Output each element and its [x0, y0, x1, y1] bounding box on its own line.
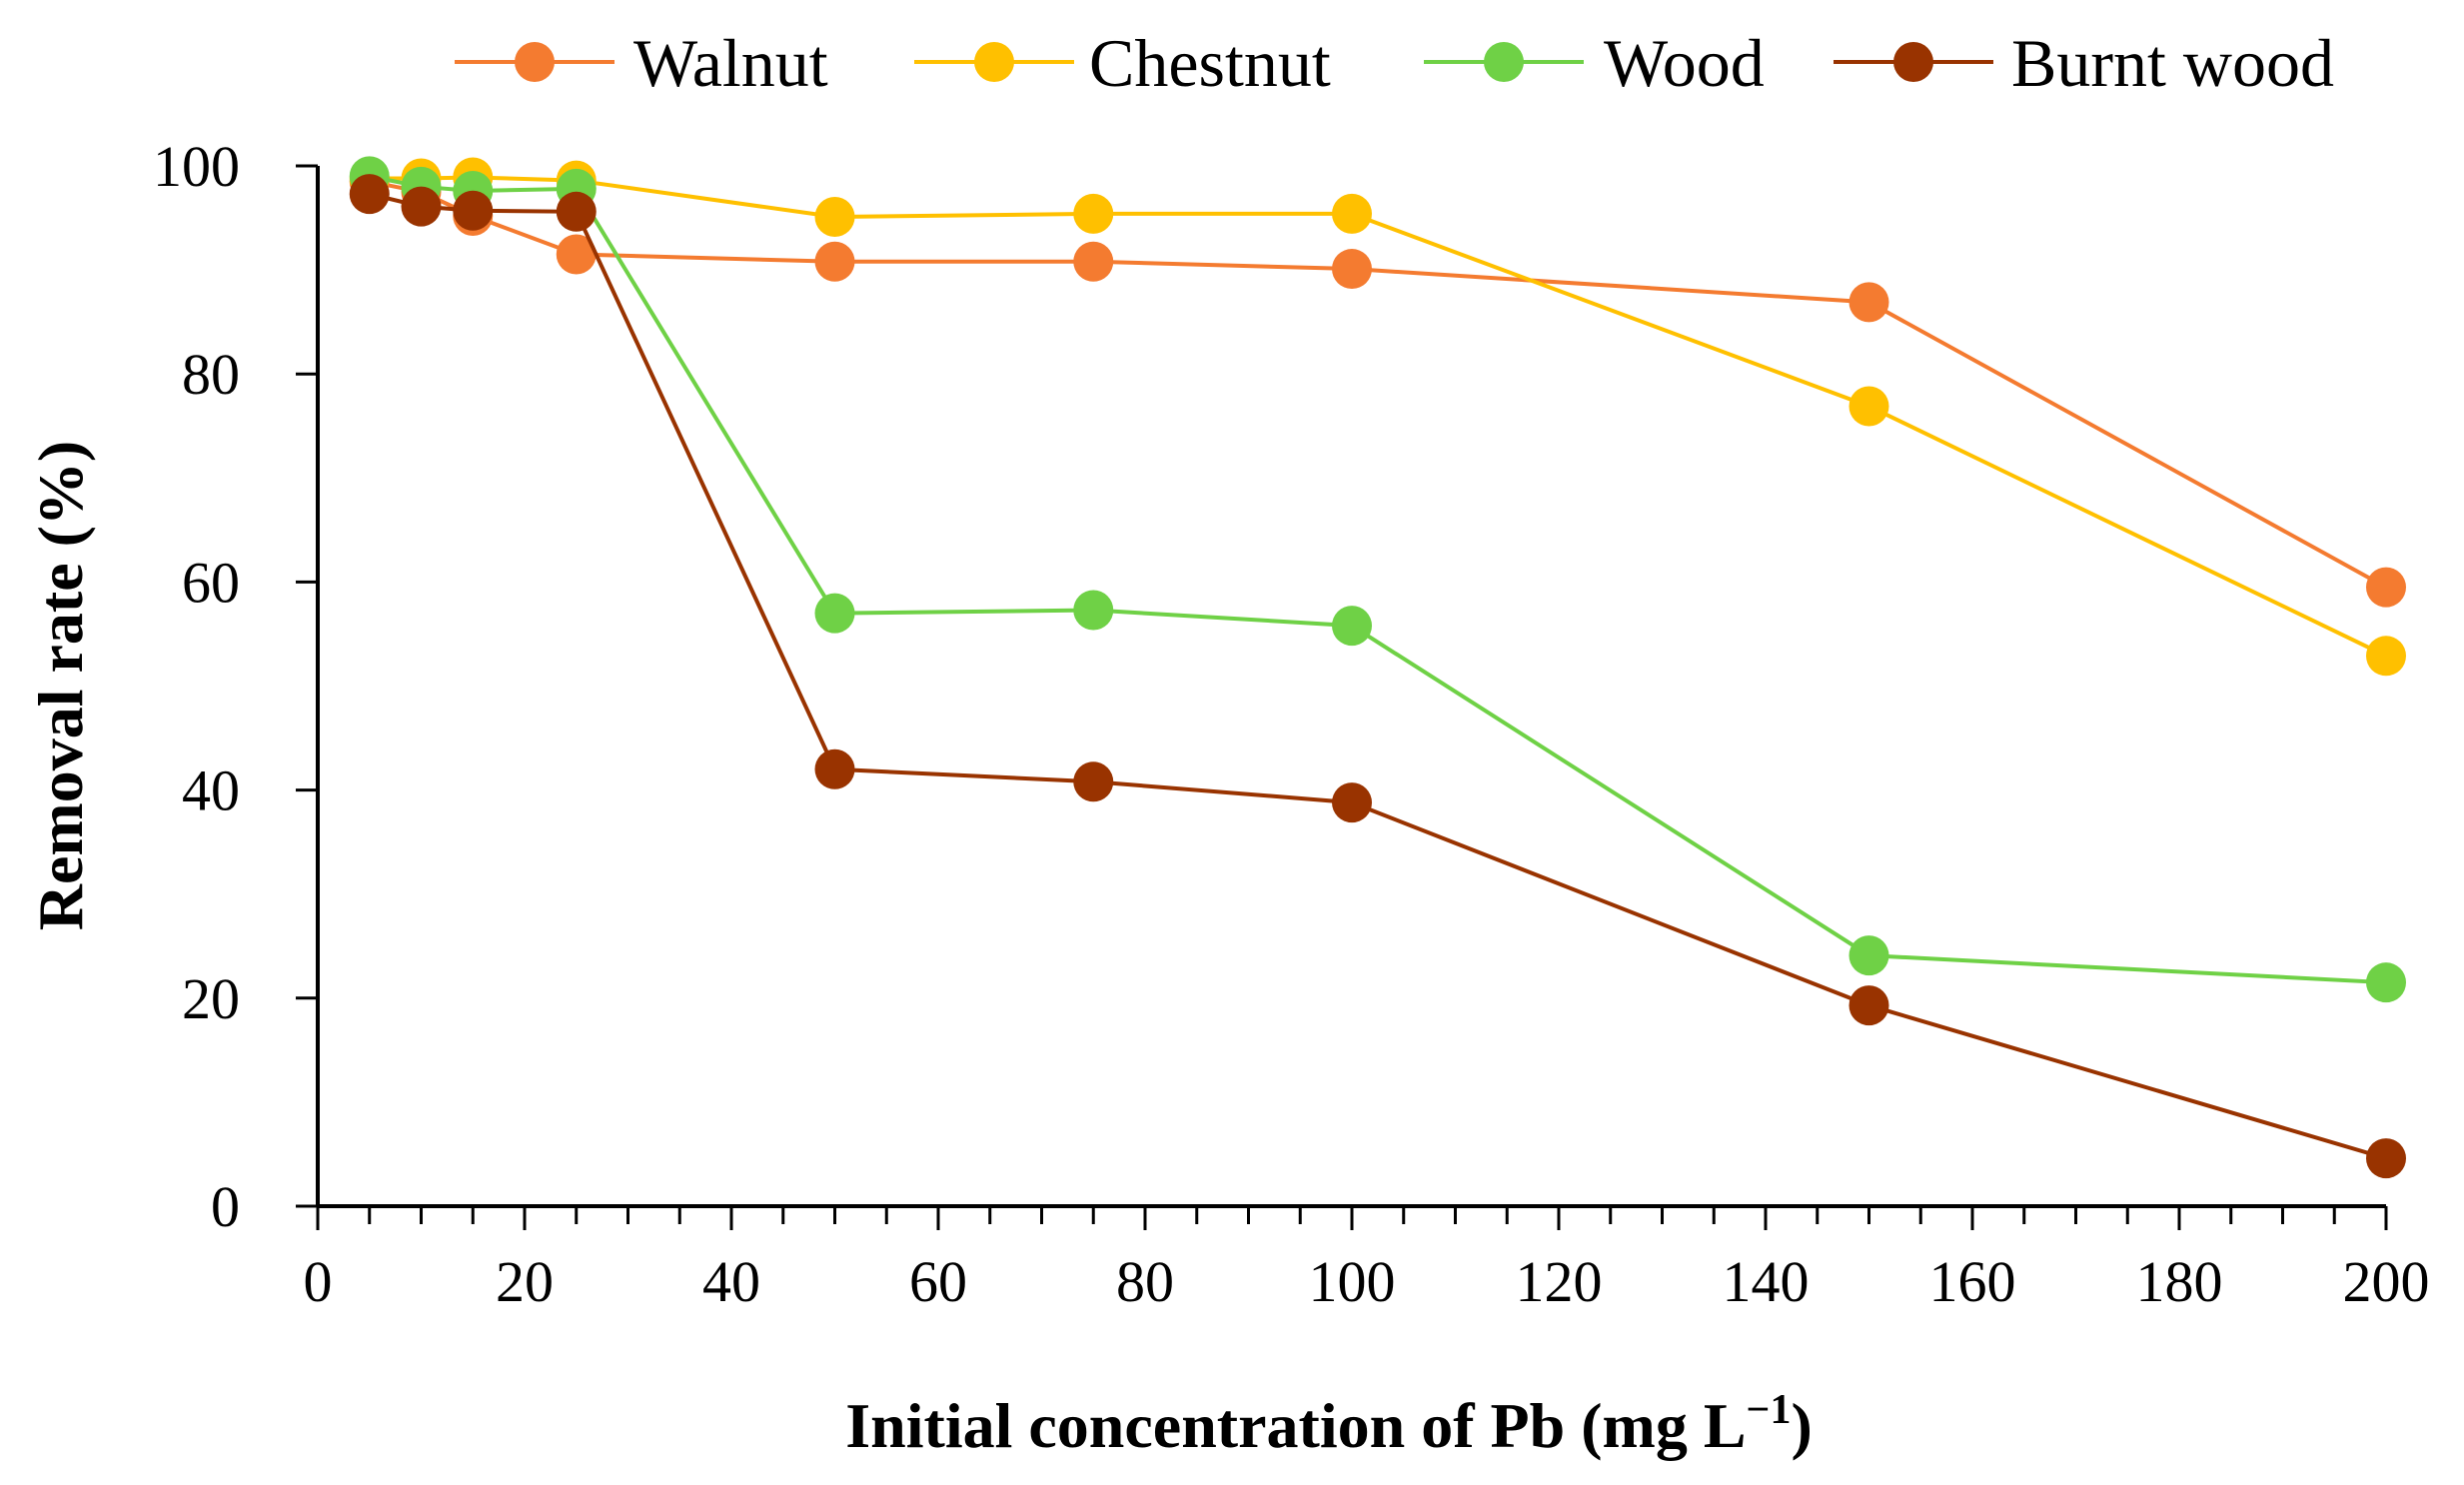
- legend-marker-chestnut: [974, 42, 1014, 82]
- legend-item-walnut: Walnut: [455, 25, 828, 101]
- burnt-wood-point: [556, 191, 597, 232]
- legend-marker-burnt-wood: [1893, 42, 1933, 82]
- x-tick-label: 180: [2136, 1249, 2223, 1314]
- x-tick-label: 0: [304, 1249, 333, 1314]
- burnt-wood-line: [369, 192, 2387, 1161]
- x-tick-label: 40: [702, 1249, 760, 1314]
- wood-point: [1073, 590, 1114, 631]
- wood-point: [2366, 962, 2406, 1003]
- wood-point: [1332, 606, 1372, 647]
- chestnut-point: [814, 197, 855, 238]
- x-tick-label: 140: [1723, 1249, 1810, 1314]
- y-tick-label: 60: [182, 550, 240, 615]
- ticks: [296, 164, 2388, 1230]
- legend-label-wood: Wood: [1604, 25, 1765, 101]
- legend: Walnut Chestnut Wood Burnt wood: [455, 25, 2334, 101]
- x-tick-label: 100: [1309, 1249, 1396, 1314]
- x-tick-label: 20: [496, 1249, 554, 1314]
- legend-item-burnt-wood: Burnt wood: [1834, 25, 2334, 101]
- series-wood: [349, 156, 2406, 1003]
- x-tick-label: 60: [909, 1249, 967, 1314]
- x-axis-title-superscript: −1: [1747, 1387, 1792, 1433]
- burnt-wood-point: [401, 186, 442, 227]
- y-tick-label: 20: [182, 966, 240, 1031]
- walnut-point: [2366, 567, 2406, 608]
- x-tick-label: 80: [1116, 1249, 1174, 1314]
- chestnut-point: [1073, 193, 1114, 234]
- legend-label-chestnut: Chestnut: [1089, 25, 1331, 101]
- series-chestnut: [349, 157, 2406, 677]
- chestnut-point: [1332, 193, 1372, 234]
- chestnut-point: [2366, 636, 2406, 677]
- series-group: [349, 156, 2406, 1179]
- legend-marker-wood: [1484, 42, 1524, 82]
- y-tick-label: 80: [182, 342, 240, 407]
- x-axis-title-close: ): [1791, 1390, 1812, 1461]
- burnt-wood-point: [1848, 985, 1889, 1026]
- wood-point: [1848, 935, 1889, 976]
- y-tick-label: 40: [182, 758, 240, 823]
- series-burnt-wood: [349, 174, 2406, 1179]
- y-tick-label: 100: [153, 134, 240, 199]
- legend-item-chestnut: Chestnut: [914, 25, 1331, 101]
- walnut-point: [556, 234, 597, 275]
- x-tick-label: 200: [2343, 1249, 2430, 1314]
- burnt-wood-point: [814, 748, 855, 789]
- tick-labels: 0 20 40 60 80 100 120 140 160 180 200 0 20 40 60 80 100: [153, 134, 2430, 1314]
- legend-item-wood: Wood: [1424, 25, 1765, 101]
- burnt-wood-point: [1073, 761, 1114, 802]
- chestnut-point: [1848, 386, 1889, 427]
- x-axis-title-main: Initial concentration of Pb (mg L: [845, 1390, 1746, 1461]
- legend-marker-walnut: [515, 42, 555, 82]
- walnut-point: [814, 241, 855, 282]
- walnut-point: [1073, 241, 1114, 282]
- walnut-line: [369, 179, 2387, 590]
- x-tick-label: 120: [1516, 1249, 1603, 1314]
- burnt-wood-point: [453, 190, 494, 231]
- walnut-point: [1332, 249, 1372, 290]
- legend-label-burnt-wood: Burnt wood: [2011, 25, 2334, 101]
- legend-label-walnut: Walnut: [633, 25, 828, 101]
- x-tick-label: 160: [1929, 1249, 2016, 1314]
- x-axis-title: Initial concentration of Pb (mg L−1): [845, 1387, 1813, 1461]
- wood-line: [369, 174, 2387, 985]
- walnut-point: [1848, 282, 1889, 323]
- y-axis-title: Removal rate (%): [25, 441, 96, 930]
- burnt-wood-point: [1332, 782, 1372, 823]
- wood-point: [814, 593, 855, 634]
- burnt-wood-point: [349, 174, 390, 215]
- y-tick-label: 0: [211, 1174, 240, 1239]
- burnt-wood-point: [2366, 1138, 2406, 1179]
